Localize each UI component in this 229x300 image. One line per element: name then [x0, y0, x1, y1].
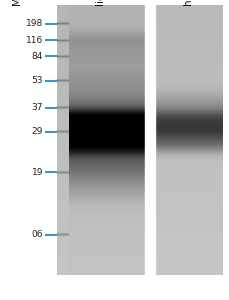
Text: 06: 06 [32, 230, 43, 239]
Text: 29: 29 [32, 128, 43, 136]
Text: 198: 198 [26, 20, 43, 28]
Text: MW: MW [12, 0, 22, 5]
Text: light: light [95, 0, 105, 5]
Text: 116: 116 [26, 36, 43, 45]
Text: heavy: heavy [183, 0, 193, 5]
Text: 53: 53 [32, 76, 43, 85]
Text: 37: 37 [32, 103, 43, 112]
Text: 84: 84 [32, 52, 43, 61]
Text: 19: 19 [32, 168, 43, 177]
